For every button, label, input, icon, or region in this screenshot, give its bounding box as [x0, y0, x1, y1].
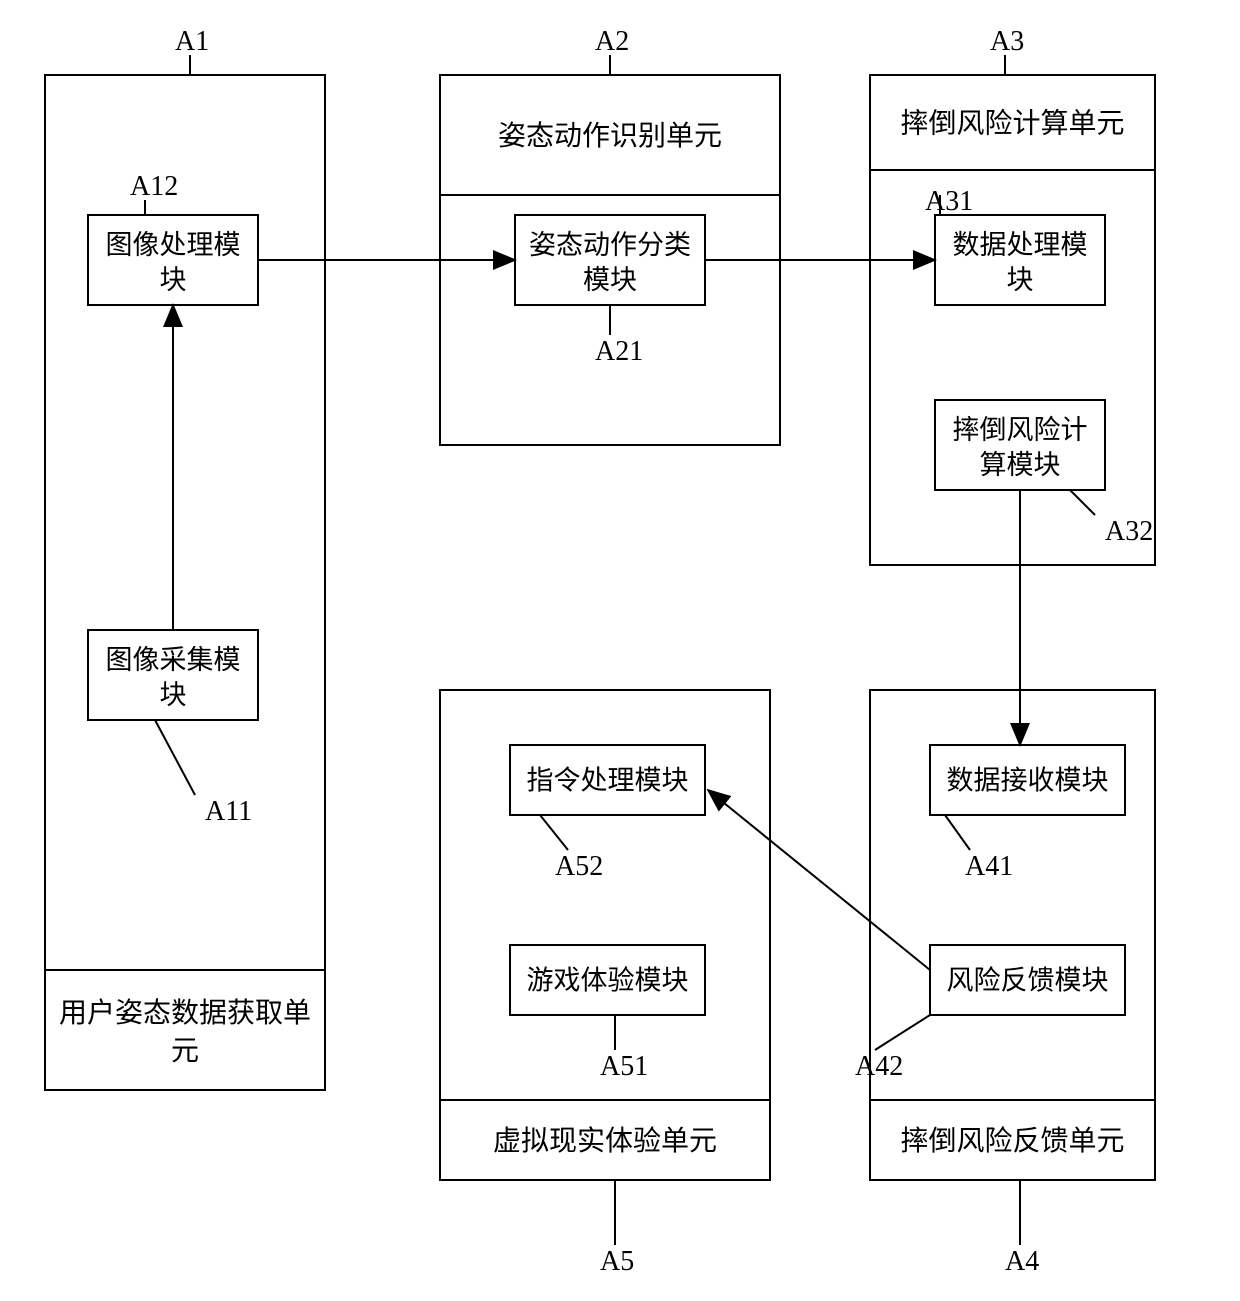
leader-A32 — [1070, 490, 1095, 515]
module-text-A42: 风险反馈模块 — [947, 965, 1109, 995]
unit-title-A5: 虚拟现实体验单元 — [493, 1125, 717, 1157]
arrow-A42_to_A52 — [708, 790, 930, 970]
module-text-A52: 指令处理模块 — [527, 765, 689, 795]
label-A5: A5 — [600, 1246, 634, 1277]
label-A31: A31 — [925, 186, 973, 217]
unit-A3 — [870, 75, 1155, 565]
module-text-A31-l2: 块 — [1007, 265, 1034, 295]
label-A1: A1 — [175, 26, 209, 57]
label-A11: A11 — [205, 796, 252, 827]
label-A21: A21 — [595, 336, 643, 367]
module-text-A31-l1: 数据处理模 — [953, 230, 1088, 260]
label-A12: A12 — [130, 171, 178, 202]
leader-A11 — [155, 720, 195, 795]
module-text-A51: 游戏体验模块 — [527, 965, 689, 995]
unit-title-A2: 姿态动作识别单元 — [498, 120, 722, 152]
module-text-A11-l1: 图像采集模 — [106, 645, 241, 675]
label-A2: A2 — [595, 26, 629, 57]
label-A41: A41 — [965, 851, 1013, 882]
module-text-A12-l1: 图像处理模 — [106, 230, 241, 260]
unit-A4 — [870, 690, 1155, 1180]
leader-A41 — [945, 815, 970, 850]
label-A3: A3 — [990, 26, 1024, 57]
module-text-A12-l2: 块 — [160, 265, 187, 295]
unit-box-A5 — [440, 690, 770, 1180]
module-text-A11-l2: 块 — [160, 680, 187, 710]
label-A4: A4 — [1005, 1246, 1039, 1277]
module-text-A32-l1: 摔倒风险计 — [953, 415, 1088, 445]
unit-A5 — [440, 690, 770, 1180]
system-block-diagram: 用户姿态数据获取单元 姿态动作识别单元 摔倒风险计算单元摔倒风险反馈单元 虚拟现实体验… — [0, 0, 1240, 1301]
label-A42: A42 — [855, 1051, 903, 1082]
label-A32: A32 — [1105, 516, 1153, 547]
unit-title-A4: 摔倒风险反馈单元 — [900, 1125, 1124, 1157]
label-A51: A51 — [600, 1051, 648, 1082]
module-text-A41: 数据接收模块 — [947, 765, 1109, 795]
module-text-A21-l2: 模块 — [583, 265, 637, 295]
unit-title-A1-l2: 元 — [171, 1036, 199, 1067]
unit-title-A3: 摔倒风险计算单元 — [900, 107, 1124, 139]
leader-A42 — [875, 1015, 930, 1050]
label-A52: A52 — [555, 851, 603, 882]
unit-title-A1-l1: 用户姿态数据获取单 — [59, 997, 311, 1029]
unit-box-A3 — [870, 75, 1155, 565]
leader-A52 — [540, 815, 568, 850]
module-text-A32-l2: 算模块 — [980, 450, 1061, 480]
module-text-A21-l1: 姿态动作分类 — [529, 230, 691, 260]
unit-box-A4 — [870, 690, 1155, 1180]
